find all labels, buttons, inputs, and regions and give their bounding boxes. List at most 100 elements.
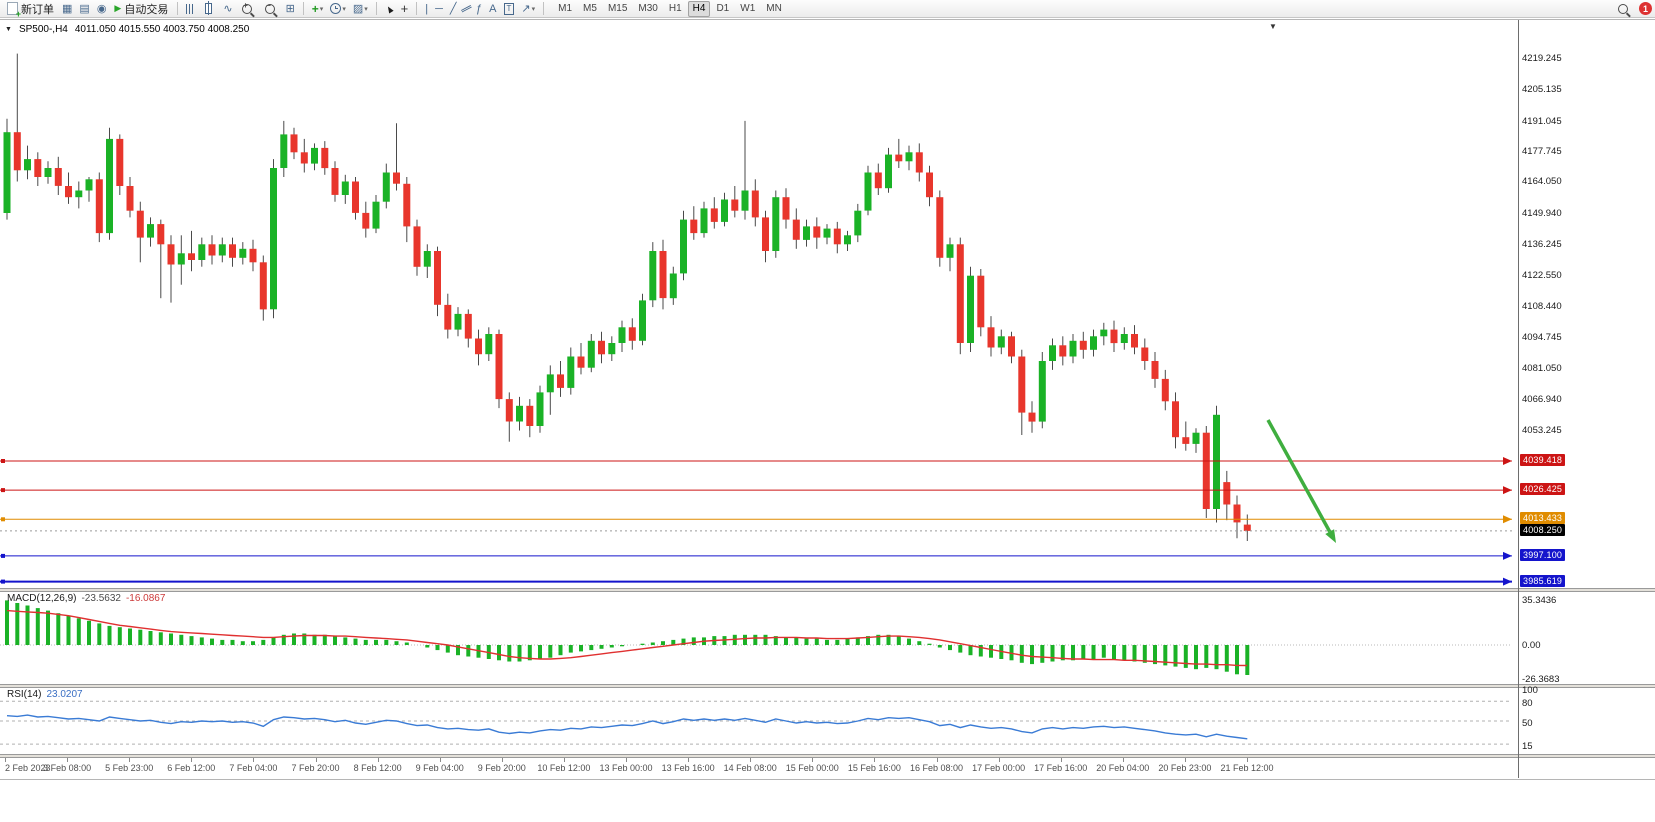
price-axis[interactable]: 4219.245 4205.135 4191.045 4177.745 4164.050… [1519,18,1655,822]
zoom-in-icon[interactable]: + [237,2,259,16]
price-chart-canvas[interactable] [0,20,1518,588]
chart-shift-marker-icon[interactable]: ▼ [1269,22,1277,31]
notification-badge[interactable]: 1 [1639,2,1652,15]
rsi-tick-label: 50 [1522,718,1533,729]
price-tick-label: 4094.745 [1522,331,1562,343]
time-tick-label: 13 Feb 16:00 [661,763,715,773]
bar-chart-type-icon[interactable] [183,3,198,14]
chart-header: ▼ SP500-,H4 4011.050 4015.550 4003.750 4… [5,24,249,35]
toolbar-right: 1 [1613,2,1652,16]
timeframe-button-w1[interactable]: W1 [740,2,756,14]
channel-tool-icon[interactable]: ∥ [459,3,473,14]
time-tick-label: 17 Feb 00:00 [972,763,1026,773]
panel-splitter[interactable] [0,684,1655,688]
text-tool-icon[interactable]: A [489,2,497,15]
time-tick-label: 20 Feb 23:00 [1158,763,1212,773]
candles [3,53,1251,541]
timeframe-button-mn[interactable]: MN [766,2,782,14]
horizontal-line-tool-icon[interactable]: ─ [435,2,443,15]
time-tick [315,758,317,762]
price-tick-label: 4136.245 [1522,238,1562,250]
separator [375,2,377,15]
time-tick-label: 9 Feb 04:00 [415,763,464,773]
macd-signal-line [6,609,1248,667]
search-icon[interactable] [1613,2,1635,16]
trend-arrow[interactable] [1266,419,1336,543]
label-tool-icon[interactable]: T [501,2,518,15]
time-tick [377,758,379,762]
time-tick [750,758,752,762]
arrows-tool-icon[interactable]: ↗ ▾ [521,3,536,15]
time-tick-label: 15 Feb 16:00 [847,763,901,773]
play-icon: ▶ [114,3,122,13]
data-window-icon[interactable]: ▤ [79,3,90,15]
price-tick-label: 4122.550 [1522,269,1562,281]
fibonacci-tool-icon[interactable]: ƒ [476,2,483,15]
timeframe-button-h4[interactable]: H4 [687,0,711,17]
time-tick [936,758,938,762]
chart-window: ▼ SP500-,H4 4011.050 4015.550 4003.750 4… [0,18,1655,822]
period-clock-icon[interactable]: ▾ [327,3,349,14]
add-indicator-icon[interactable]: + ▾ [311,1,324,16]
grid-icon[interactable]: ⊞ [285,3,295,15]
horizontal-line[interactable] [0,486,1512,495]
new-order-icon [7,2,21,19]
price-tick-label: 4108.440 [1522,301,1562,313]
line-chart-type-icon[interactable]: ∿ [223,3,233,15]
time-tick-label: 3 Feb 08:00 [43,763,92,773]
time-tick-label: 2 Feb 2023 [5,763,51,773]
one-click-trading-icon[interactable]: ▼ [5,26,12,33]
timeframe-button-m5[interactable]: M5 [583,2,597,14]
rsi-tick-label: 80 [1522,698,1533,710]
timeframe-button-d1[interactable]: D1 [716,2,730,14]
chart-bottom-border [0,779,1655,780]
horizontal-line[interactable] [0,515,1512,524]
horizontal-line[interactable] [0,551,1512,560]
strategy-tester-icon[interactable]: ◉ [96,3,107,15]
auto-trading-button[interactable]: ▶ 自动交易 [110,1,172,17]
panel-splitter[interactable] [0,754,1655,758]
horizontal-line[interactable] [0,457,1512,465]
timeframe-button-h1[interactable]: H1 [668,2,682,14]
time-tick [563,758,565,762]
new-order-button[interactable]: 新订单 [3,1,58,19]
time-tick-label: 7 Feb 04:00 [229,763,278,773]
separator [543,2,545,15]
time-tick [812,758,814,762]
time-tick [501,758,503,762]
time-tick [1122,758,1124,762]
zoom-out-icon[interactable]: − [260,2,282,16]
rsi-tick-label: 15 [1522,741,1533,753]
separator [302,2,304,15]
market-watch-icon[interactable]: ▦ [62,3,73,15]
timeframe-button-m15[interactable]: M15 [607,2,628,14]
macd-canvas[interactable] [0,592,1518,684]
crosshair-tool-icon[interactable]: + [400,1,409,16]
candlestick-chart-type-icon[interactable] [199,1,219,15]
timeframe-button-m30[interactable]: M30 [638,2,658,14]
rsi-canvas[interactable] [0,688,1518,754]
time-axis[interactable]: 2 Feb 2023 3 Feb 08:00 5 Feb 23:00 6 Feb 12… [0,758,1655,779]
price-tick-label: 4219.245 [1522,52,1562,64]
time-tick-label: 10 Feb 12:00 [537,763,591,773]
template-icon[interactable]: ▨ ▾ [352,3,368,15]
time-tick [129,758,131,762]
macd-tick-label: -26.3683 [1522,673,1560,685]
new-order-label: 新订单 [21,3,54,16]
cursor-tool-icon[interactable]: ▲ [382,0,397,17]
time-tick-label: 5 Feb 23:00 [105,763,154,773]
auto-trading-label: 自动交易 [124,3,169,16]
price-axis-separator [1518,20,1519,778]
trendline-tool-icon[interactable]: ╱ [449,3,457,15]
current-price-label: 4008.250 [1520,523,1566,536]
macd-label: MACD(12,26,9) -23.5632 -16.0867 [7,593,166,604]
panel-splitter[interactable] [0,588,1655,592]
timeframe-button-m1[interactable]: M1 [558,2,573,14]
time-tick-label: 16 Feb 08:00 [909,763,964,773]
chart-ohlc-values: 4011.050 4015.550 4003.750 4008.250 [74,24,250,35]
price-tick-label: 4081.050 [1522,362,1562,374]
chart-top-border [0,19,1655,20]
vertical-line-tool-icon[interactable]: | [425,2,429,15]
separator [416,2,418,15]
horizontal-line[interactable] [0,577,1512,586]
